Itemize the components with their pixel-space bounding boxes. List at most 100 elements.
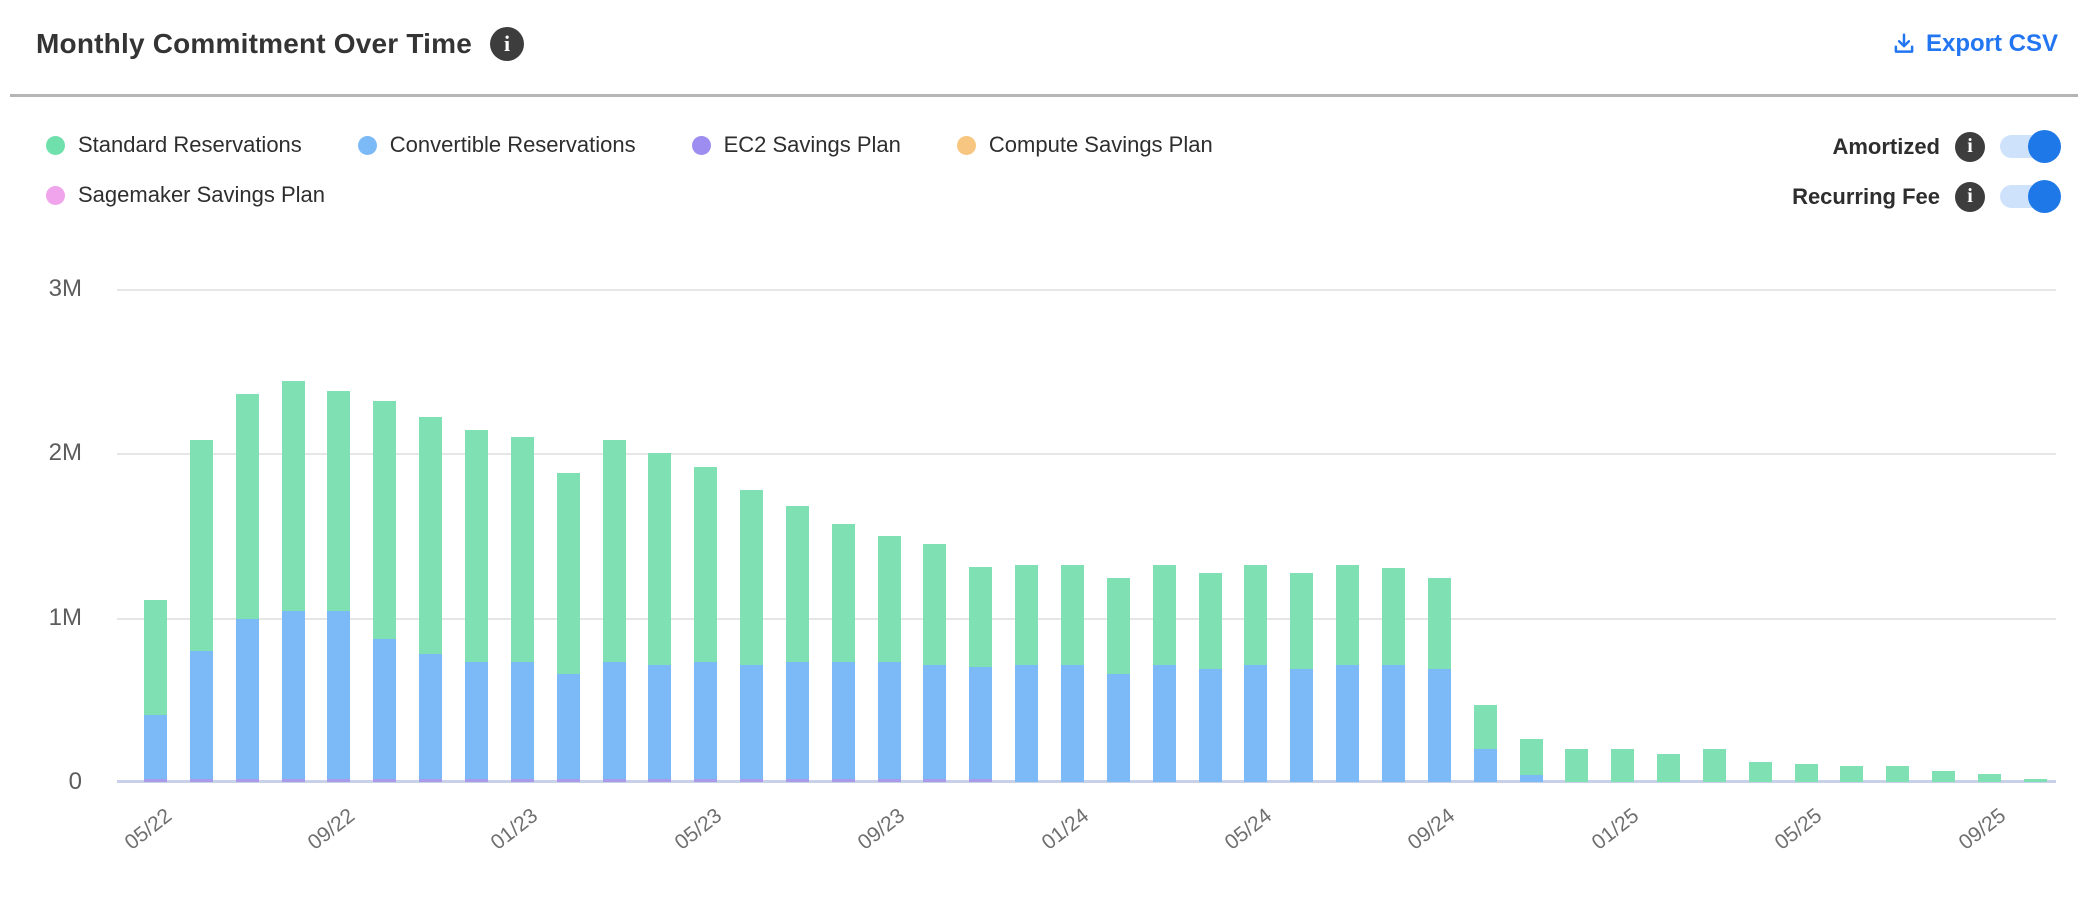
bar-segment-ec2-savings-plan bbox=[419, 778, 443, 782]
bar-01/24[interactable] bbox=[1061, 565, 1084, 782]
bar-08/24[interactable] bbox=[1381, 568, 1405, 782]
bar-segment-convertible-reservations bbox=[831, 662, 855, 779]
legend-item-convertible-reservations[interactable]: Convertible Reservations bbox=[357, 130, 636, 160]
bar-segment-convertible-reservations bbox=[923, 665, 947, 779]
bar-07/22[interactable] bbox=[235, 394, 259, 782]
legend-item-sagemaker-savings-plan[interactable]: Sagemaker Savings Plan bbox=[46, 180, 325, 210]
header-divider bbox=[10, 94, 2078, 97]
bar-10/22[interactable] bbox=[373, 400, 397, 782]
bar-05/25[interactable] bbox=[1794, 763, 1818, 782]
bar-10/23[interactable] bbox=[923, 543, 947, 782]
bar-08/23[interactable] bbox=[831, 524, 855, 782]
bar-08/25[interactable] bbox=[1932, 770, 1956, 782]
bar-11/24[interactable] bbox=[1519, 739, 1543, 782]
title-info-icon[interactable]: i bbox=[490, 27, 525, 61]
bar-01/25[interactable] bbox=[1611, 749, 1635, 782]
plot-area bbox=[117, 289, 2056, 783]
legend-dot-icon bbox=[46, 135, 65, 155]
y-axis-label: 3M bbox=[48, 275, 82, 302]
bar-segment-ec2-savings-plan bbox=[373, 778, 397, 782]
bar-03/25[interactable] bbox=[1702, 749, 1726, 782]
bar-07/23[interactable] bbox=[785, 505, 809, 782]
bar-02/24[interactable] bbox=[1106, 578, 1130, 782]
bar-segment-ec2-savings-plan bbox=[923, 778, 947, 782]
bar-06/25[interactable] bbox=[1840, 765, 1864, 782]
bar-06/22[interactable] bbox=[189, 440, 213, 782]
bar-segment-ec2-savings-plan bbox=[510, 778, 534, 782]
x-axis-label: 05/25 bbox=[1770, 804, 1827, 855]
legend-item-ec2-savings-plan[interactable]: EC2 Savings Plan bbox=[691, 130, 901, 160]
legend-dot-icon bbox=[357, 135, 377, 155]
chart-legend: Standard Reservations Convertible Reserva… bbox=[46, 130, 1446, 210]
bar-07/24[interactable] bbox=[1336, 565, 1360, 782]
bar-05/23[interactable] bbox=[694, 466, 718, 782]
bar-segment-ec2-savings-plan bbox=[785, 778, 809, 782]
legend-item-compute-savings-plan[interactable]: Compute Savings Plan bbox=[956, 130, 1213, 160]
bar-segment-standard-reservations bbox=[1794, 763, 1818, 782]
legend-label: Convertible Reservations bbox=[389, 132, 636, 157]
toggle-switch-recurring-fee[interactable] bbox=[2000, 180, 2061, 213]
bar-11/22[interactable] bbox=[419, 417, 443, 782]
bar-segment-standard-reservations bbox=[1565, 749, 1589, 782]
bar-segment-ec2-savings-plan bbox=[877, 778, 901, 782]
bar-segment-standard-reservations bbox=[1015, 565, 1039, 666]
bar-segment-standard-reservations bbox=[1381, 568, 1405, 666]
bar-03/24[interactable] bbox=[1152, 565, 1176, 782]
bar-segment-convertible-reservations bbox=[785, 662, 809, 779]
bar-05/24[interactable] bbox=[1244, 565, 1268, 782]
legend-item-standard-reservations[interactable]: Standard Reservations bbox=[46, 130, 302, 160]
bar-03/23[interactable] bbox=[602, 440, 626, 782]
bar-segment-standard-reservations bbox=[1061, 565, 1084, 666]
x-axis-label: 05/23 bbox=[670, 804, 726, 855]
bar-07/25[interactable] bbox=[1886, 765, 1910, 782]
bar-segment-convertible-reservations bbox=[327, 611, 351, 779]
bar-segment-standard-reservations bbox=[1290, 573, 1314, 669]
legend-dot-icon bbox=[956, 135, 976, 155]
toggle-info-icon[interactable]: i bbox=[1955, 181, 1985, 212]
bar-segment-convertible-reservations bbox=[1061, 665, 1084, 782]
bar-segment-ec2-savings-plan bbox=[694, 778, 718, 782]
bar-12/24[interactable] bbox=[1565, 749, 1589, 782]
bar-06/23[interactable] bbox=[740, 489, 764, 782]
bar-segment-standard-reservations bbox=[1152, 565, 1176, 666]
toggle-switch-amortized[interactable] bbox=[2000, 130, 2061, 163]
bar-04/23[interactable] bbox=[648, 453, 672, 782]
bar-09/23[interactable] bbox=[877, 535, 901, 782]
bar-10/24[interactable] bbox=[1473, 704, 1497, 782]
bar-segment-standard-reservations bbox=[556, 473, 580, 674]
legend-label: Compute Savings Plan bbox=[988, 132, 1213, 157]
bar-segment-ec2-savings-plan bbox=[464, 778, 488, 782]
bar-11/23[interactable] bbox=[969, 566, 993, 782]
bar-segment-convertible-reservations bbox=[373, 639, 397, 779]
bar-segment-standard-reservations bbox=[1978, 773, 2001, 782]
y-axis-label: 2M bbox=[48, 439, 82, 467]
bar-12/23[interactable] bbox=[1015, 565, 1039, 782]
bar-segment-convertible-reservations bbox=[1519, 775, 1543, 782]
x-axis-label: 09/24 bbox=[1403, 804, 1460, 855]
bar-09/25[interactable] bbox=[1978, 773, 2001, 782]
bar-06/24[interactable] bbox=[1290, 573, 1314, 782]
bar-segment-ec2-savings-plan bbox=[969, 778, 993, 782]
toggle-info-icon[interactable]: i bbox=[1955, 131, 1985, 162]
bar-02/25[interactable] bbox=[1657, 754, 1681, 782]
toggle-group: Amortized i Recurring Fee i bbox=[1792, 130, 2062, 213]
bar-02/23[interactable] bbox=[556, 473, 580, 782]
bar-segment-standard-reservations bbox=[923, 543, 947, 666]
bar-05/22[interactable] bbox=[144, 599, 167, 782]
bar-segment-ec2-savings-plan bbox=[648, 778, 672, 782]
bar-segment-standard-reservations bbox=[602, 440, 626, 663]
bar-04/25[interactable] bbox=[1748, 762, 1772, 782]
bar-09/24[interactable] bbox=[1427, 578, 1451, 782]
export-csv-button[interactable]: Export CSV bbox=[1891, 30, 2058, 58]
bar-01/23[interactable] bbox=[510, 436, 534, 782]
bar-segment-standard-reservations bbox=[1336, 565, 1360, 666]
bar-04/24[interactable] bbox=[1198, 573, 1222, 782]
bar-09/22[interactable] bbox=[327, 390, 351, 782]
toggle-label: Recurring Fee bbox=[1792, 183, 1940, 209]
bar-10/25[interactable] bbox=[2023, 778, 2047, 782]
bar-segment-standard-reservations bbox=[1657, 754, 1681, 782]
bar-12/22[interactable] bbox=[464, 430, 488, 782]
bar-08/22[interactable] bbox=[281, 381, 305, 782]
bar-segment-convertible-reservations bbox=[464, 662, 488, 779]
